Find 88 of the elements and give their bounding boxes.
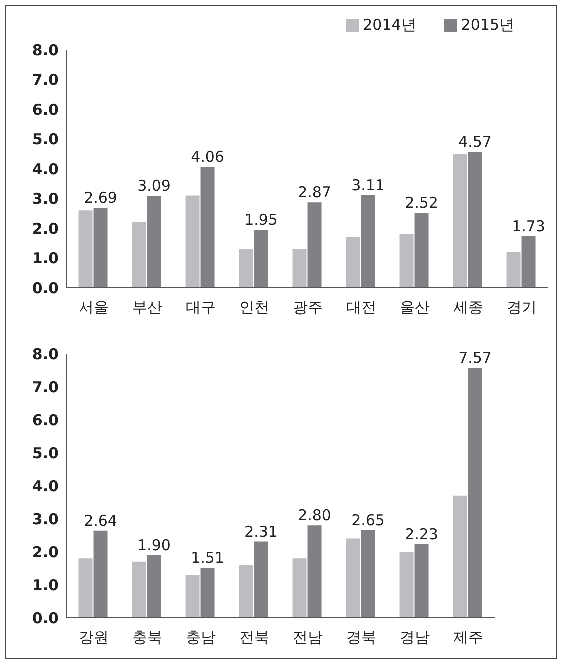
y-tick-label: 8.0: [32, 345, 59, 364]
data-label: 2.69: [84, 188, 118, 207]
data-label: 1.95: [244, 210, 278, 229]
x-tick-label: 대구: [186, 298, 216, 317]
x-tick-label: 인천: [239, 298, 270, 317]
bar: [147, 196, 162, 288]
data-label: 2.64: [84, 512, 118, 530]
bar: [132, 562, 146, 618]
bar: [468, 368, 482, 618]
bar: [186, 575, 200, 618]
data-label: 7.57: [458, 349, 492, 368]
y-tick-label: 5.0: [32, 130, 59, 149]
data-label: 4.06: [191, 148, 224, 166]
y-tick-label: 0.0: [32, 279, 59, 298]
bar: [94, 208, 108, 288]
bar: [308, 526, 322, 618]
data-label: 2.52: [405, 194, 438, 212]
data-label: 2.80: [298, 506, 332, 525]
y-tick-label: 1.0: [32, 250, 59, 268]
data-label: 1.73: [512, 218, 546, 236]
x-tick-label: 울산: [400, 298, 430, 317]
legend-label: 2015년: [461, 16, 514, 34]
bar: [239, 565, 254, 618]
bar: [254, 230, 268, 288]
bar: [400, 552, 414, 618]
bar: [200, 568, 215, 618]
bar: [453, 154, 468, 288]
data-label: 3.11: [352, 176, 385, 194]
x-tick-label: 충남: [186, 628, 216, 647]
x-tick-label: 대전: [346, 298, 376, 317]
bar: [453, 496, 468, 618]
bar: [78, 210, 93, 288]
y-tick-label: 1.0: [32, 576, 59, 594]
y-tick-label: 0.0: [32, 609, 59, 628]
x-tick-label: 세종: [453, 298, 484, 317]
x-tick-label: 경남: [400, 628, 430, 647]
bar: [506, 252, 521, 288]
y-tick-label: 5.0: [32, 444, 59, 462]
data-label: 2.23: [405, 525, 438, 544]
bar: [522, 236, 536, 288]
x-tick-label: 경기: [506, 298, 537, 317]
bar: [468, 152, 482, 288]
bar: [292, 558, 307, 618]
bar: [200, 167, 215, 288]
bar: [147, 555, 162, 618]
bar: [414, 213, 429, 288]
y-tick-label: 6.0: [32, 100, 59, 119]
y-tick-label: 4.0: [32, 477, 59, 496]
data-label: 2.87: [298, 184, 332, 202]
bar: [132, 222, 146, 288]
bar: [308, 202, 322, 288]
x-tick-label: 전북: [239, 628, 270, 647]
bar: [254, 542, 268, 618]
y-tick-label: 4.0: [32, 160, 59, 178]
bar: [78, 558, 93, 618]
bar: [292, 249, 307, 288]
x-tick-label: 강원: [78, 628, 109, 647]
data-label: 3.09: [138, 177, 171, 196]
bar: [346, 538, 360, 618]
data-label: 4.57: [458, 133, 492, 152]
x-tick-label: 전남: [292, 628, 323, 647]
data-label: 1.51: [191, 549, 224, 568]
bar: [239, 249, 254, 288]
y-tick-label: 7.0: [32, 378, 59, 396]
y-tick-label: 8.0: [32, 41, 59, 60]
data-label: 2.65: [352, 512, 385, 530]
x-tick-label: 부산: [132, 298, 162, 317]
bar: [186, 196, 200, 288]
y-tick-label: 2.0: [32, 543, 59, 562]
bar: [414, 544, 429, 618]
y-tick-label: 3.0: [32, 510, 59, 528]
data-label: 2.31: [244, 522, 278, 541]
legend-label: 2014년: [363, 16, 416, 34]
bar: [400, 234, 414, 288]
bar: [361, 530, 376, 618]
bar: [361, 195, 376, 288]
x-tick-label: 제주: [453, 628, 484, 647]
y-tick-label: 2.0: [32, 220, 59, 238]
x-tick-label: 광주: [292, 298, 323, 317]
x-tick-label: 충북: [132, 628, 162, 647]
x-tick-label: 서울: [78, 298, 109, 317]
bar: [346, 237, 360, 288]
data-label: 1.90: [138, 536, 171, 554]
bar: [94, 530, 108, 618]
y-tick-label: 6.0: [32, 411, 59, 430]
x-tick-label: 경북: [346, 628, 376, 647]
y-tick-label: 3.0: [32, 190, 59, 208]
y-tick-label: 7.0: [32, 71, 59, 90]
